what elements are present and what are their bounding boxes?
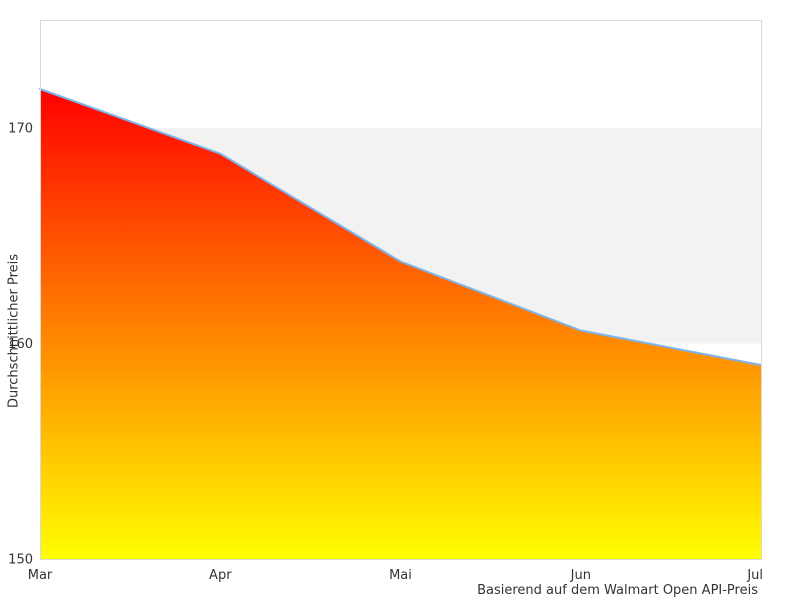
- y-tick-label: 170: [8, 121, 33, 136]
- chart-caption: Basierend auf dem Walmart Open API-Preis: [477, 583, 758, 598]
- area-series: [40, 89, 761, 559]
- x-tick-label: Mar: [28, 568, 53, 583]
- series-line: [39, 88, 762, 366]
- plot-border: [40, 20, 762, 560]
- x-tick-label: Apr: [209, 568, 232, 583]
- y-tick-label: 160: [8, 337, 33, 352]
- x-tick-label: Jul: [746, 568, 763, 583]
- y-axis-title: Durchschnittlicher Preis: [6, 253, 22, 409]
- x-tick-label: Jun: [570, 568, 591, 583]
- y-tick-label: 150: [8, 553, 33, 568]
- x-tick-label: Mai: [389, 568, 412, 583]
